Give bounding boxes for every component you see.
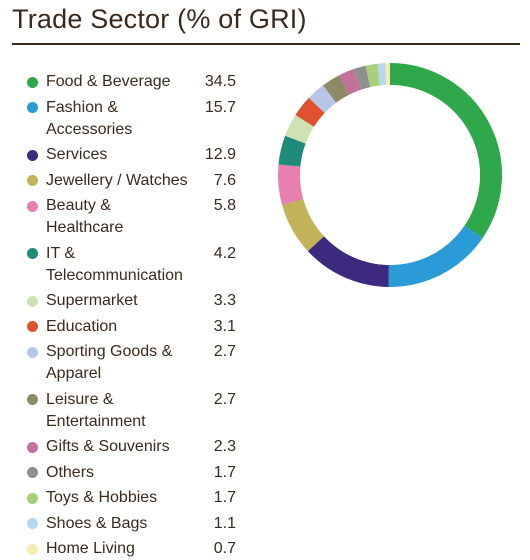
legend-label-line: Telecommunication xyxy=(46,265,206,287)
legend-label-line: Fashion & xyxy=(46,97,206,119)
donut-slice xyxy=(379,74,386,75)
legend-label: Toys & Hobbies xyxy=(46,487,206,509)
legend-value: 4.2 xyxy=(186,243,236,265)
legend-label-line: Education xyxy=(46,316,206,338)
legend-label-line: Services xyxy=(46,144,206,166)
legend-swatch xyxy=(27,77,38,88)
legend-label: Sporting Goods &Apparel xyxy=(46,341,206,385)
legend-label-line: Accessories xyxy=(46,119,206,141)
legend-label-line: Food & Beverage xyxy=(46,71,206,93)
donut-slice xyxy=(295,121,304,140)
legend-label: Food & Beverage xyxy=(46,71,206,93)
legend-label-line: Entertainment xyxy=(46,411,206,433)
legend-label: IT &Telecommunication xyxy=(46,243,206,287)
legend-label-line: Others xyxy=(46,462,206,484)
legend-label: Supermarket xyxy=(46,290,206,312)
legend-label-line: Supermarket xyxy=(46,290,206,312)
donut-slice xyxy=(358,76,368,79)
legend-label: Jewellery / Watches xyxy=(46,170,206,192)
legend-swatch xyxy=(27,201,38,212)
legend-label: Education xyxy=(46,316,206,338)
legend-value: 0.7 xyxy=(186,538,236,560)
legend-swatch xyxy=(27,321,38,332)
legend-value: 5.8 xyxy=(186,195,236,217)
legend-swatch xyxy=(27,394,38,405)
legend-label-line: Home Living xyxy=(46,538,206,560)
legend-value: 15.7 xyxy=(186,97,236,119)
donut-slice xyxy=(344,79,357,85)
legend-swatch xyxy=(27,493,38,504)
legend-swatch xyxy=(27,102,38,113)
legend-label-line: Shoes & Bags xyxy=(46,513,206,535)
legend-value: 2.7 xyxy=(186,341,236,363)
legend-label-line: Beauty & xyxy=(46,195,206,217)
legend-label-line: IT & xyxy=(46,243,206,265)
legend-swatch xyxy=(27,467,38,478)
legend-value: 1.7 xyxy=(186,462,236,484)
legend-label: Beauty &Healthcare xyxy=(46,195,206,239)
legend-label: Shoes & Bags xyxy=(46,513,206,535)
donut-slice xyxy=(368,75,379,77)
donut-slice xyxy=(317,94,330,105)
donut-hole xyxy=(300,85,480,265)
legend-value: 1.7 xyxy=(186,487,236,509)
legend-label: Others xyxy=(46,462,206,484)
legend-value: 3.1 xyxy=(186,316,236,338)
legend-label-line: Gifts & Souvenirs xyxy=(46,436,206,458)
legend-swatch xyxy=(27,175,38,186)
legend-value: 7.6 xyxy=(186,170,236,192)
legend-value: 3.3 xyxy=(186,290,236,312)
legend-value: 2.3 xyxy=(186,436,236,458)
legend-swatch xyxy=(27,442,38,453)
legend-label: Services xyxy=(46,144,206,166)
legend-label-line: Sporting Goods & xyxy=(46,341,206,363)
legend-label: Leisure &Entertainment xyxy=(46,389,206,433)
legend-label-line: Leisure & xyxy=(46,389,206,411)
legend-swatch xyxy=(27,347,38,358)
legend-swatch xyxy=(27,248,38,259)
legend-label-line: Apparel xyxy=(46,363,206,385)
legend-swatch xyxy=(27,150,38,161)
legend-label: Fashion &Accessories xyxy=(46,97,206,141)
donut-slice xyxy=(289,165,293,201)
legend-swatch xyxy=(27,544,38,555)
legend-label: Gifts & Souvenirs xyxy=(46,436,206,458)
legend-value: 34.5 xyxy=(186,71,236,93)
legend-value: 1.1 xyxy=(186,513,236,535)
legend-swatch xyxy=(27,296,38,307)
legend-label-line: Jewellery / Watches xyxy=(46,170,206,192)
legend-label: Home Living xyxy=(46,538,206,560)
donut-slice xyxy=(330,85,345,94)
legend-swatch xyxy=(27,518,38,529)
legend-value: 12.9 xyxy=(186,144,236,166)
legend-value: 2.7 xyxy=(186,389,236,411)
donut-slice xyxy=(305,105,317,120)
donut-slice xyxy=(289,140,295,166)
donut-chart xyxy=(270,55,510,295)
legend-label-line: Toys & Hobbies xyxy=(46,487,206,509)
legend-label-line: Healthcare xyxy=(46,217,206,239)
